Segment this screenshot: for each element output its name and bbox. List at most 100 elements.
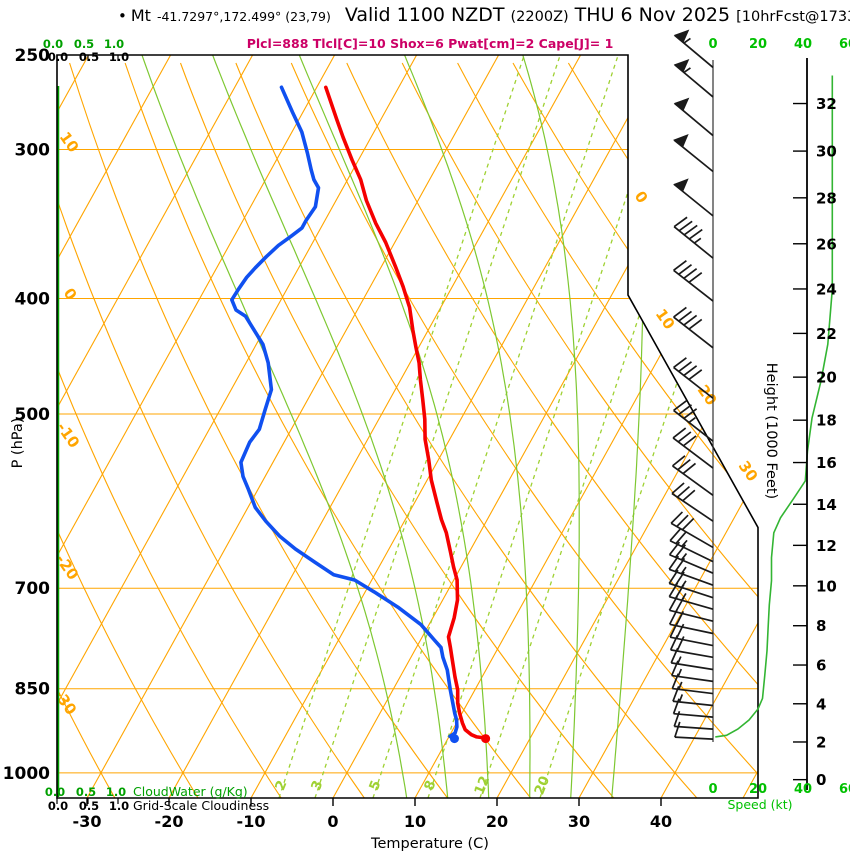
- sounding-parameters: Plcl=888 Tlcl[C]=10 Shox=6 Pwat[cm]=2 Ca…: [246, 36, 614, 51]
- cloudwater-scale-bottom-label: 0.0: [45, 785, 65, 799]
- forecast-tag: [10hrFcst@1733z]: [736, 9, 850, 25]
- temperature-tick-label: 30: [568, 812, 590, 831]
- mixing-ratio-label: 12: [471, 774, 493, 797]
- dry-adiabat-line: [57, 62, 282, 798]
- wind-barb-column: [668, 29, 714, 742]
- dry-adiabat-line: [346, 62, 758, 798]
- pressure-tick-label: 250: [15, 46, 51, 66]
- temperature-tick-label: 40: [650, 812, 672, 831]
- height-tick-label: 12: [816, 537, 837, 555]
- height-tick-label: 10: [816, 577, 837, 595]
- cloudiness-scale-bottom-label: 1.0: [109, 799, 129, 813]
- cloudwater-scale-bottom-label: 1.0: [106, 785, 126, 799]
- dry-adiabat-line: [57, 62, 199, 798]
- cloudiness-scale-top-label: 0.5: [79, 50, 99, 64]
- isotherm-line: [414, 55, 758, 798]
- cloudwater-scale-bottom-label: 0.5: [76, 785, 96, 799]
- wind-barb: [671, 673, 714, 695]
- speed-scale-bottom-label: 0: [708, 782, 717, 797]
- pressure-tick-label: 850: [15, 680, 51, 700]
- wind-barb: [670, 511, 714, 549]
- speed-scale-top-label: 20: [749, 37, 767, 52]
- mixing-ratio-line: [372, 55, 619, 798]
- mixing-ratio-line: [314, 55, 561, 798]
- height-tick-label: 4: [816, 695, 826, 713]
- dry-adiabat-line: [401, 62, 758, 798]
- speed-scale-top-label: 40: [794, 37, 812, 52]
- cloudiness-scale-bottom-label: 0.5: [79, 799, 99, 813]
- isotherm-line: [578, 55, 758, 798]
- mixing-ratio-line: [539, 55, 758, 798]
- speed-axis-title: Speed (kt): [727, 797, 792, 812]
- height-tick-label: 30: [816, 143, 837, 161]
- cloudiness-scale-top-label: 1.0: [109, 50, 129, 64]
- temperature-tick-label: 0: [327, 812, 338, 831]
- wind-barb: [673, 400, 714, 442]
- height-tick-label: 14: [816, 496, 837, 514]
- mixing-ratio-label: 3: [308, 778, 326, 793]
- isotherm-label: 10: [652, 305, 679, 332]
- wind-speed-profile: [715, 75, 834, 738]
- surface-temperature-dot: [481, 734, 491, 744]
- dry-adiabat-line: [512, 62, 758, 798]
- height-tick-label: 28: [816, 189, 837, 207]
- height-tick-label: 0: [816, 771, 826, 789]
- pressure-axis-title: P (hPa): [10, 417, 26, 469]
- surface-dewpoint-dot: [449, 734, 459, 744]
- dry-adiabat-line: [69, 62, 448, 798]
- dry-adiabat-label: 0: [60, 285, 81, 304]
- wind-barb: [673, 178, 714, 217]
- height-tick-label: 18: [816, 412, 837, 430]
- wind-barb: [673, 134, 714, 173]
- wind-barb: [672, 455, 714, 496]
- speed-scale-bottom-label: 20: [749, 782, 767, 797]
- wind-barb: [673, 97, 714, 137]
- chart-title: • Mt -41.7297°,172.499° (23,79) Valid 11…: [118, 4, 850, 34]
- wind-barb: [672, 686, 714, 707]
- cloudiness-scale-top-label: 0.0: [48, 50, 68, 64]
- plot-border: [56, 54, 759, 799]
- grid-layer: 2 3 5 8 12 20: [57, 55, 758, 798]
- isotherm-line: [57, 55, 172, 798]
- dry-adiabat-label: 10: [56, 128, 83, 155]
- valid-time-z: (2200Z): [510, 9, 569, 25]
- temperature-curve: [324, 85, 488, 740]
- pressure-tick-label: 300: [15, 141, 51, 161]
- isotherm-line: [57, 55, 336, 798]
- wind-barb: [673, 306, 714, 349]
- temperature-tick-label: -30: [73, 812, 102, 831]
- cloudwater-scale-title: CloudWater (g/Kg): [133, 784, 248, 799]
- dewpoint-curve: [230, 85, 459, 741]
- wind-barb: [668, 595, 714, 622]
- station-coords: -41.7297°,172.499° (23,79): [156, 9, 331, 24]
- valid-date: THU 6 Nov 2025: [574, 4, 731, 26]
- cloudwater-scale-top-label: 1.0: [104, 37, 124, 51]
- moist-adiabat-line: [521, 55, 580, 798]
- wind-barb: [673, 259, 714, 302]
- height-tick-label: 2: [816, 733, 826, 751]
- isotherm-line: [57, 55, 418, 798]
- pressure-tick-label: 400: [15, 289, 51, 309]
- moist-adiabat-line: [140, 55, 408, 798]
- pressure-tick-label: 500: [15, 405, 51, 425]
- valid-time: Valid 1100 NZDT: [344, 4, 505, 26]
- isotherm-label: 30: [735, 457, 762, 484]
- isotherm-line: [86, 55, 500, 798]
- temperature-tick-label: 10: [404, 812, 426, 831]
- station-bullet-icon: •: [118, 7, 127, 25]
- wind-barb: [671, 482, 714, 522]
- isotherm-line: [168, 55, 582, 798]
- wind-barb: [672, 698, 714, 718]
- moist-adiabat-line: [403, 55, 531, 798]
- wind-barb: [674, 721, 714, 741]
- mixing-ratio-label: 2: [272, 778, 290, 793]
- height-tick-label: 26: [816, 235, 837, 253]
- mixing-ratio-line: [479, 55, 726, 798]
- temperature-tick-label: 20: [486, 812, 508, 831]
- height-tick-label: 24: [816, 280, 837, 298]
- dry-adiabat-line: [290, 62, 758, 798]
- mixing-ratio-line: [278, 55, 525, 798]
